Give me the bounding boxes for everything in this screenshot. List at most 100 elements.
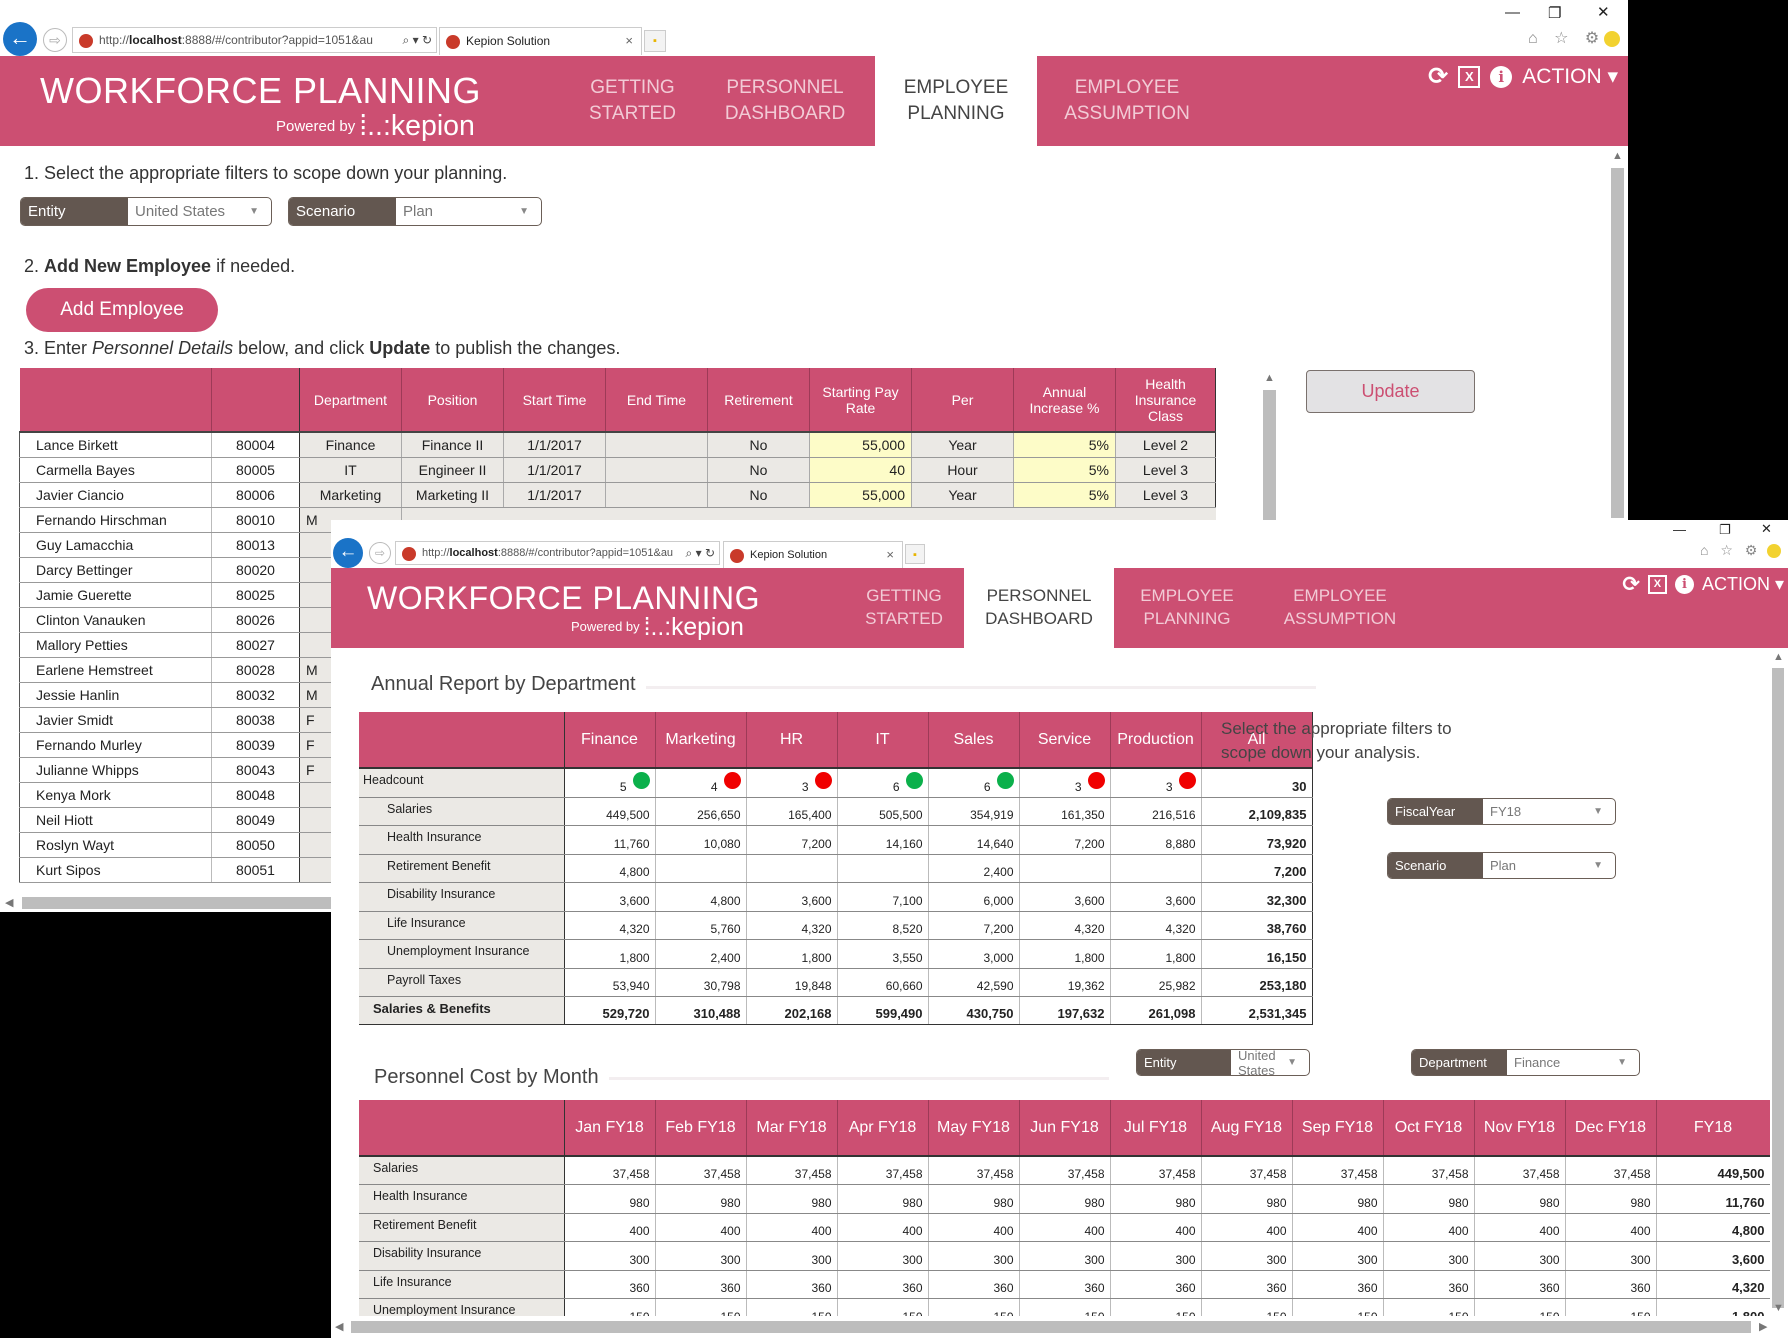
retirement-cell[interactable]: No (707, 457, 810, 483)
row-label: Retirement Benefit (359, 854, 565, 883)
scroll-right-arrow-icon[interactable]: ▶ (1759, 1321, 1768, 1333)
per-cell[interactable]: Hour (911, 457, 1014, 483)
start-time-cell[interactable]: 1/1/2017 (503, 482, 606, 508)
browser-tools-icons[interactable]: ⌂ ☆ ⚙ (1528, 30, 1606, 47)
info-icon[interactable]: i (1674, 575, 1694, 594)
browser-tools-icons[interactable]: ⌂ ☆ ⚙ (1700, 542, 1762, 558)
annual-increase-input[interactable]: 5% (1013, 457, 1116, 483)
entity-filter[interactable]: Entity United States ▼ (1136, 1049, 1310, 1076)
action-menu-button[interactable]: ACTION ▾ (1522, 65, 1618, 88)
tab-close-icon[interactable]: × (625, 33, 633, 48)
tab-personnel-dashboard[interactable]: PERSONNEL DASHBOARD (724, 77, 846, 124)
monthly-horizontal-scrollbar[interactable] (351, 1321, 1751, 1333)
annual-increase-input[interactable]: 5% (1013, 432, 1116, 458)
department-cell[interactable]: IT (299, 457, 402, 483)
tab-employee-planning[interactable]: EMPLOYEE PLANNING (875, 56, 1037, 146)
forward-button[interactable]: ⇨ (369, 542, 391, 564)
close-window-icon[interactable]: ✕ (1597, 4, 1610, 21)
tab-getting-started[interactable]: GETTING STARTED (865, 586, 943, 628)
new-tab-button[interactable]: ▪ (644, 30, 666, 52)
position-cell[interactable]: Finance II (401, 432, 504, 458)
fiscal-year-filter[interactable]: FiscalYear FY18 ▼ (1387, 798, 1616, 825)
forward-button[interactable]: ⇨ (43, 28, 67, 52)
tab-close-icon[interactable]: × (886, 547, 894, 562)
retirement-cell[interactable]: No (707, 432, 810, 458)
health-class-cell[interactable]: Level 3 (1115, 457, 1216, 483)
position-cell[interactable]: Marketing II (401, 482, 504, 508)
tab-employee-assumption[interactable]: EMPLOYEE ASSUMPTION (1283, 586, 1397, 628)
health-class-cell[interactable]: Level 2 (1115, 432, 1216, 458)
tab-employee-planning[interactable]: EMPLOYEE PLANNING (1140, 586, 1234, 628)
add-employee-button[interactable]: Add Employee (26, 288, 218, 332)
tab-personnel-dashboard[interactable]: PERSONNEL DASHBOARD (964, 568, 1114, 648)
tab-getting-started[interactable]: GETTING STARTED (589, 77, 676, 124)
page-vertical-scrollbar[interactable] (1611, 168, 1624, 518)
scroll-up-arrow-icon[interactable]: ▲ (1773, 651, 1784, 663)
minimize-icon[interactable]: — (1505, 4, 1520, 21)
grid-horizontal-scrollbar[interactable] (22, 897, 342, 909)
grid-scroll-up-icon[interactable]: ▲ (1264, 372, 1275, 384)
scroll-up-arrow-icon[interactable]: ▲ (1612, 150, 1623, 162)
department-cell[interactable]: Finance (299, 432, 402, 458)
back-button[interactable]: ← (333, 538, 363, 568)
restore-icon[interactable]: ❐ (1548, 5, 1562, 22)
end-time-cell[interactable] (605, 457, 708, 483)
month-value-cell: 300 (1292, 1241, 1384, 1271)
grid-vertical-scrollbar[interactable] (1263, 390, 1276, 520)
feedback-smiley-icon[interactable] (1767, 544, 1781, 558)
page-vertical-scrollbar[interactable] (1772, 668, 1784, 1308)
value-cell: 3,600 (1019, 882, 1111, 912)
refresh-icon[interactable]: ⟳ (1622, 573, 1640, 596)
powered-by: Powered by ⁞..:kepion (276, 110, 475, 142)
scenario-filter[interactable]: Scenario Plan ▼ (1387, 852, 1616, 879)
app-header: WORKFORCE PLANNING Powered by ⁞..:kepion … (331, 568, 1788, 648)
close-window-icon[interactable]: ✕ (1761, 521, 1772, 536)
employee-row[interactable]: Carmella Bayes 80005 IT Engineer II 1/1/2017… (19, 457, 1216, 483)
department-cell[interactable]: Marketing (299, 482, 402, 508)
address-bar[interactable]: http://localhost:8888/#/contributor?appi… (72, 27, 437, 53)
annual-increase-input[interactable]: 5% (1013, 482, 1116, 508)
per-cell[interactable]: Year (911, 482, 1014, 508)
month-value-cell: 37,458 (1292, 1156, 1384, 1185)
per-cell[interactable]: Year (911, 432, 1014, 458)
browser-tab[interactable]: Kepion Solution × (723, 541, 903, 568)
restore-icon[interactable]: ❐ (1719, 522, 1731, 537)
end-time-cell[interactable] (605, 482, 708, 508)
feedback-smiley-icon[interactable] (1604, 31, 1620, 47)
info-icon[interactable]: i (1490, 65, 1513, 88)
scroll-left-arrow-icon[interactable]: ◀ (335, 1321, 344, 1333)
scroll-left-arrow-icon[interactable]: ◀ (5, 897, 14, 909)
start-time-cell[interactable]: 1/1/2017 (503, 432, 606, 458)
action-menu-button[interactable]: ACTION ▾ (1701, 574, 1784, 594)
month-value-cell: 400 (1201, 1213, 1293, 1242)
starting-pay-input[interactable]: 40 (809, 457, 912, 483)
starting-pay-input[interactable]: 55,000 (809, 482, 912, 508)
scroll-down-arrow-icon[interactable]: ▼ (1773, 1302, 1784, 1314)
employee-row[interactable]: Javier Ciancio 80006 Marketing Marketing II… (19, 482, 1216, 508)
scenario-filter[interactable]: Scenario Plan ▼ (288, 197, 542, 226)
department-filter[interactable]: Department Finance ▼ (1411, 1049, 1640, 1076)
row-label: Headcount (359, 768, 565, 798)
back-button[interactable]: ← (3, 22, 37, 56)
position-cell[interactable]: Engineer II (401, 457, 504, 483)
retirement-cell[interactable]: No (707, 482, 810, 508)
entity-filter[interactable]: Entity United States ▼ (20, 197, 272, 226)
health-class-cell[interactable]: Level 3 (1115, 482, 1216, 508)
search-refresh-icons[interactable]: ⌕ ▾ ↻ (402, 33, 432, 47)
update-button[interactable]: Update (1306, 370, 1475, 413)
excel-icon[interactable]: X (1647, 575, 1667, 594)
refresh-icon[interactable]: ⟳ (1428, 63, 1449, 90)
search-refresh-icons[interactable]: ⌕ ▾ ↻ (685, 546, 715, 560)
month-value-cell: 980 (1019, 1184, 1111, 1214)
browser-tab[interactable]: Kepion Solution × (439, 27, 642, 55)
minimize-icon[interactable]: — (1673, 522, 1686, 537)
end-time-cell[interactable] (605, 432, 708, 458)
start-time-cell[interactable]: 1/1/2017 (503, 457, 606, 483)
address-bar[interactable]: http://localhost:8888/#/contributor?appi… (395, 541, 720, 565)
starting-pay-input[interactable]: 55,000 (809, 432, 912, 458)
employee-row[interactable]: Lance Birkett 80004 Finance Finance II 1/1/2… (19, 432, 1216, 458)
tab-employee-assumption[interactable]: EMPLOYEE ASSUMPTION (1064, 77, 1190, 124)
excel-icon[interactable]: X (1458, 65, 1481, 88)
new-tab-button[interactable]: ▪ (905, 544, 925, 564)
month-value-cell: 980 (928, 1184, 1020, 1214)
